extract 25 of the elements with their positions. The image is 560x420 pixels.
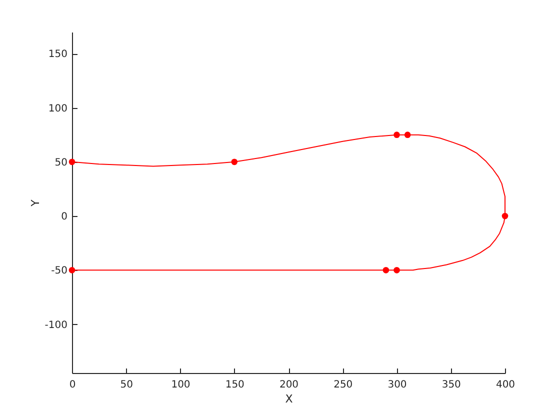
y-tick-label: 100 — [48, 103, 68, 114]
point — [394, 132, 400, 138]
y-tick-label: 0 — [61, 212, 68, 223]
x-tick-label: 0 — [69, 380, 76, 390]
x-tick-label: 150 — [225, 380, 244, 390]
point — [68, 267, 76, 274]
x-tick-label: 50 — [120, 380, 133, 390]
point — [231, 158, 238, 166]
point — [502, 212, 508, 220]
y-tick-label: -50 — [51, 266, 68, 277]
point — [382, 267, 390, 274]
x-axis-title: X — [285, 392, 294, 406]
y-tick-label: 150 — [48, 49, 68, 60]
x-tick-label: 300 — [388, 380, 407, 390]
y-axis-title: Y — [28, 199, 42, 208]
x-tick-label: 400 — [496, 380, 516, 390]
x-tick-label: 200 — [279, 380, 299, 390]
point — [68, 158, 76, 166]
y-tick-label: 50 — [54, 157, 68, 168]
x-tick-label: 350 — [442, 380, 461, 390]
x-tick-label: 100 — [171, 380, 190, 390]
y-tick-label: -100 — [44, 320, 68, 331]
point — [404, 132, 411, 138]
x-tick-label: 250 — [334, 380, 353, 390]
point — [394, 267, 400, 274]
